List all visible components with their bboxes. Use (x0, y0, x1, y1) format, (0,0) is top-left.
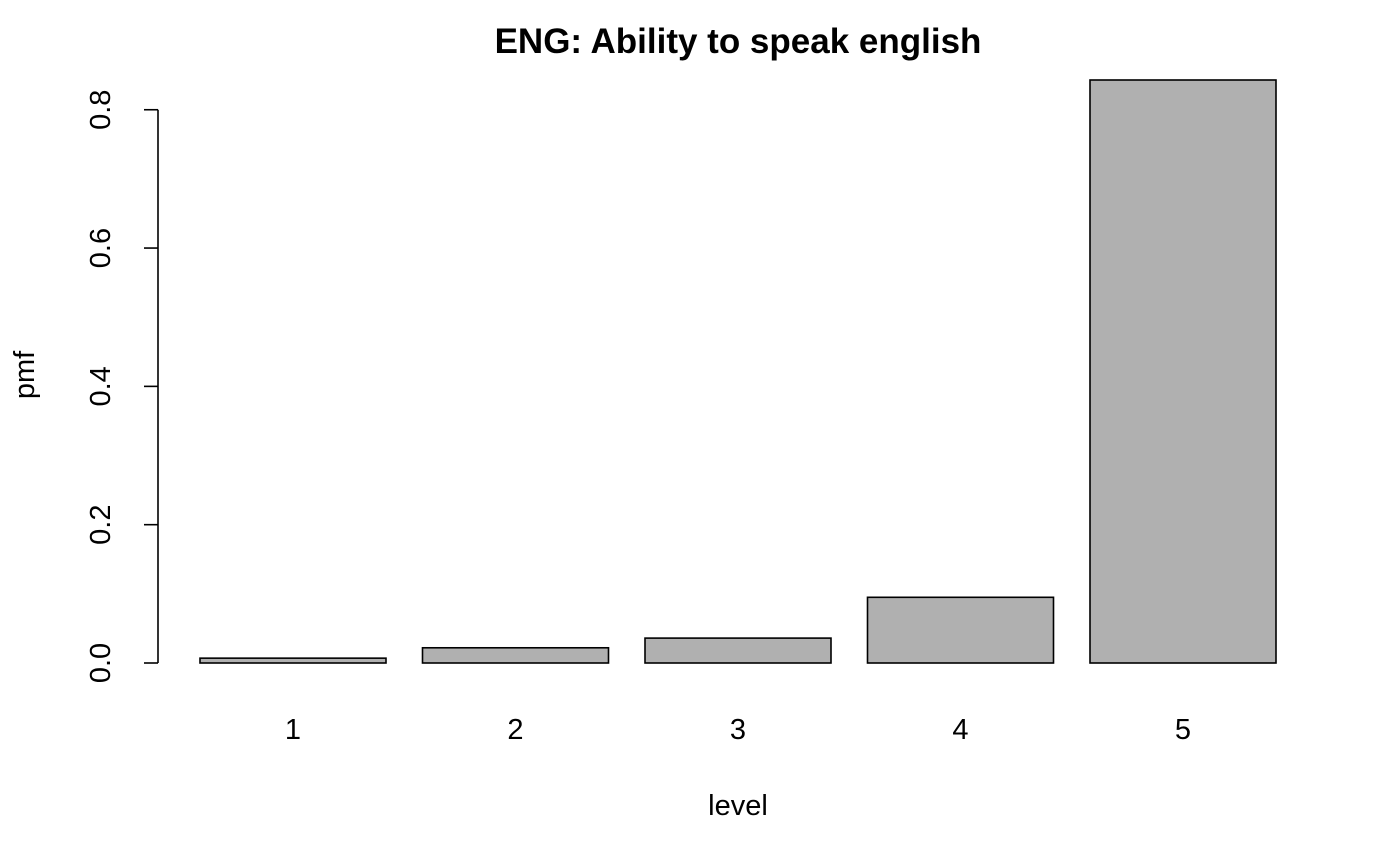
x-tick-label-2: 2 (507, 714, 523, 746)
x-tick-labels: 1 2 3 4 5 (285, 714, 1191, 746)
x-tick-label-4: 4 (952, 714, 968, 746)
y-tick-label: 0.6 (85, 228, 117, 268)
y-tick-label: 0.4 (85, 366, 117, 406)
bar-5 (1089, 79, 1277, 664)
x-tick-label-3: 3 (730, 714, 746, 746)
y-axis-label: pmf (9, 350, 41, 399)
plot-area (199, 79, 1277, 664)
chart-title: ENG: Ability to speak english (495, 22, 982, 61)
y-tick-label: 0.2 (85, 505, 117, 545)
bar-3 (644, 637, 832, 664)
x-axis-label: level (708, 790, 768, 822)
bar-1 (199, 657, 387, 664)
y-tick-label: 0.0 (85, 643, 117, 683)
bar-4 (866, 596, 1055, 664)
y-ticks: 0.0 0.2 0.4 0.6 0.8 (85, 90, 158, 683)
y-axis: 0.0 0.2 0.4 0.6 0.8 (85, 90, 159, 683)
x-tick-label-1: 1 (285, 714, 301, 746)
bars (199, 79, 1277, 664)
bar-2 (421, 646, 610, 664)
x-tick-label-5: 5 (1175, 714, 1191, 746)
y-tick-label: 0.8 (85, 90, 117, 130)
